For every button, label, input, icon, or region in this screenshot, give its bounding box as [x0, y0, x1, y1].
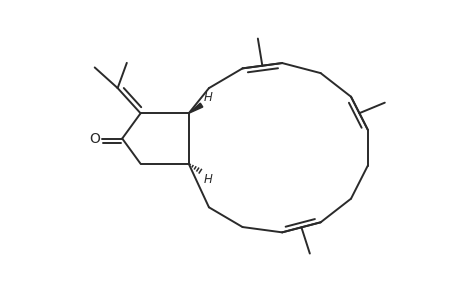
Text: H: H [203, 173, 212, 186]
Text: O: O [89, 131, 100, 146]
Polygon shape [188, 103, 202, 113]
Text: H: H [203, 91, 212, 104]
